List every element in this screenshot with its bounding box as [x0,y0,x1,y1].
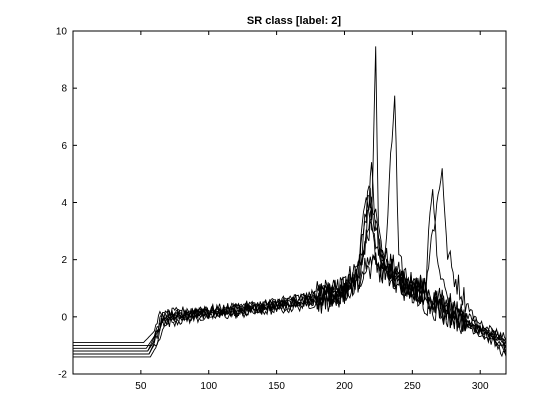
axes-box [73,31,506,374]
x-tick-label: 100 [200,381,217,392]
series-line-5 [73,186,506,357]
series-line-3 [73,168,506,351]
x-tick-label: 300 [472,381,489,392]
x-tick-label: 200 [336,381,353,392]
x-tick-label: 250 [404,381,421,392]
y-tick-label: 2 [61,255,67,266]
y-tick-label: 4 [61,198,67,209]
series-line-7 [73,196,506,352]
y-tick-label: 6 [61,141,67,152]
x-tick-label: 150 [268,381,285,392]
series-line-4 [73,162,506,354]
y-axis: -2 0 2 4 6 8 10 [56,27,506,381]
series-lines [73,46,506,357]
x-tick-label: 50 [135,381,147,392]
y-tick-label: 0 [61,312,67,323]
y-tick-label: 10 [56,27,68,38]
y-tick-label: -2 [58,370,67,381]
series-line-6 [73,197,506,345]
y-tick-label: 8 [61,84,67,95]
series-line-8 [73,207,506,354]
chart-title: SR class [label: 2] [247,15,341,27]
